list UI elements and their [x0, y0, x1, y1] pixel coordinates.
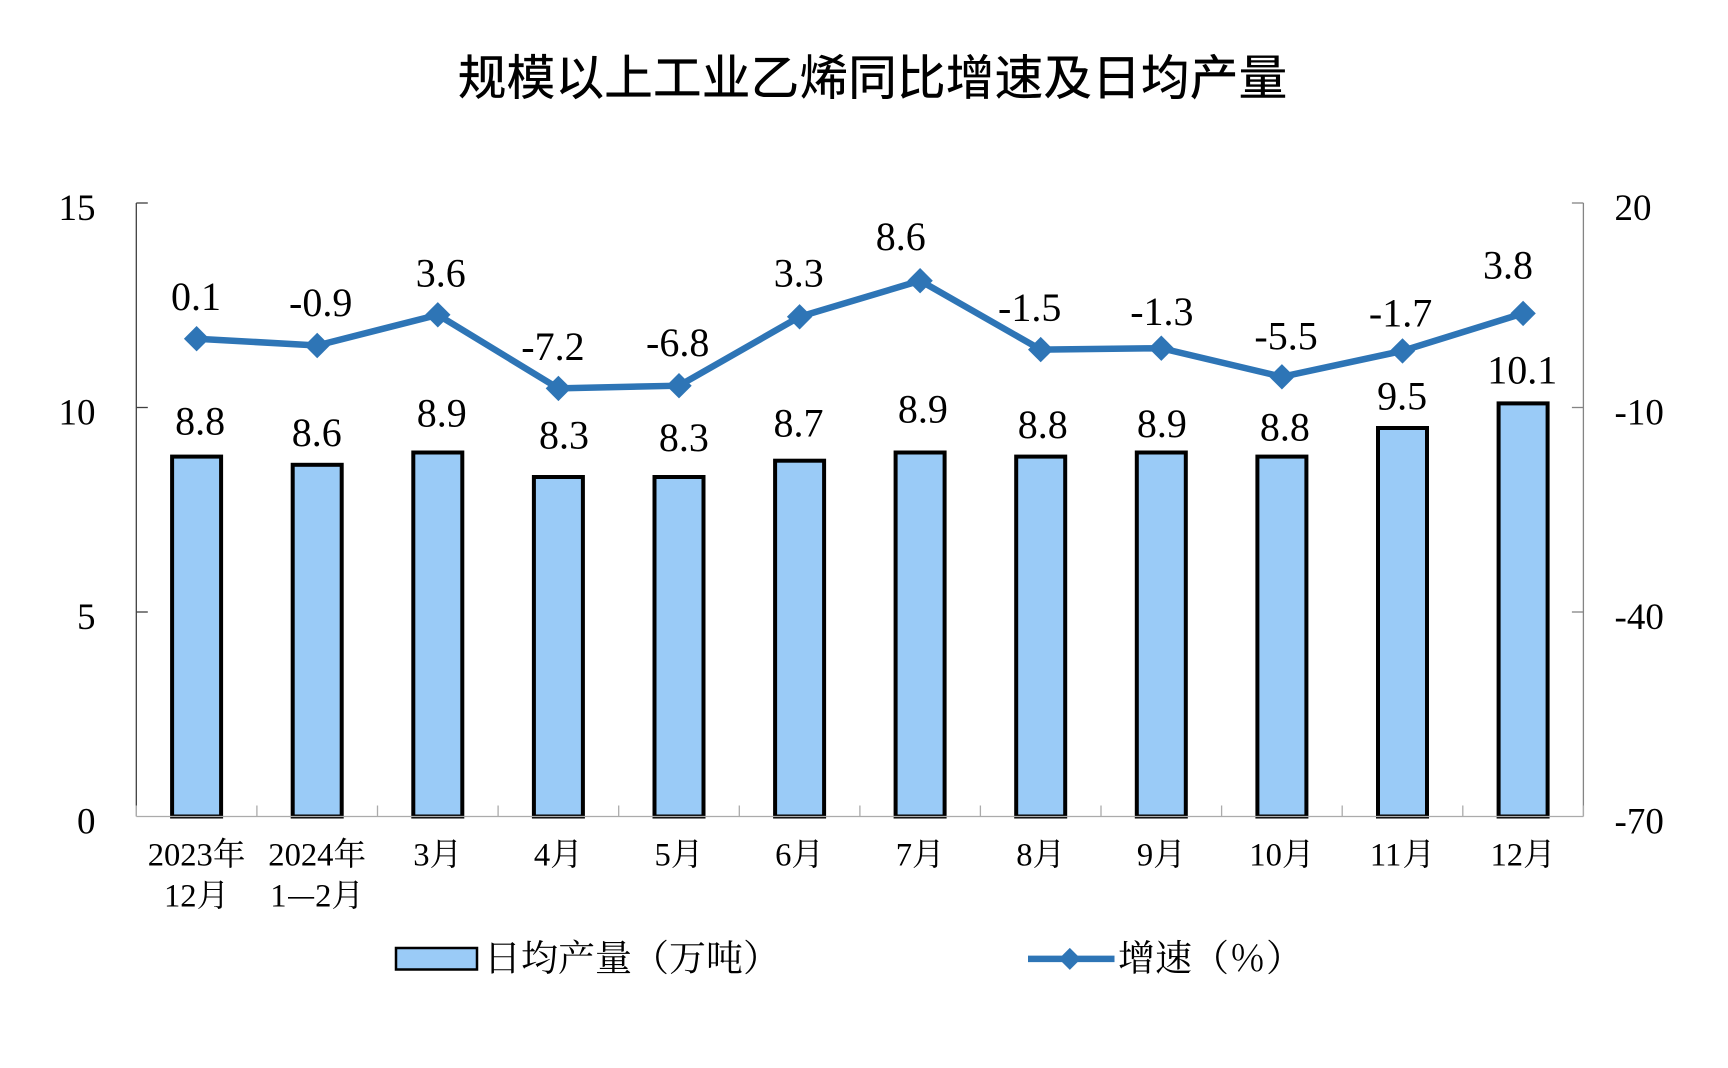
svg-text:9: 9 [1137, 837, 1153, 873]
svg-text:20: 20 [1615, 188, 1652, 229]
svg-text:8: 8 [1016, 837, 1032, 873]
svg-text:8.8: 8.8 [1260, 405, 1310, 450]
svg-text:8.7: 8.7 [774, 401, 824, 446]
svg-text:8.9: 8.9 [1137, 401, 1187, 446]
svg-text:-1.7: -1.7 [1369, 290, 1432, 335]
svg-text:10: 10 [1249, 837, 1282, 873]
svg-text:9.5: 9.5 [1377, 374, 1427, 419]
svg-text:8.3: 8.3 [659, 415, 709, 460]
svg-text:12: 12 [164, 879, 197, 915]
svg-text:8.9: 8.9 [898, 386, 948, 431]
svg-text:8.8: 8.8 [1018, 402, 1068, 447]
svg-text:-1.3: -1.3 [1130, 289, 1193, 334]
svg-text:5: 5 [655, 837, 671, 873]
svg-text:3: 3 [413, 837, 429, 873]
svg-text:-70: -70 [1615, 802, 1664, 843]
svg-text:-0.9: -0.9 [289, 280, 352, 325]
svg-text:11: 11 [1370, 837, 1401, 873]
svg-text:2024: 2024 [268, 837, 333, 873]
svg-text:8.8: 8.8 [175, 399, 225, 444]
svg-text:12: 12 [1491, 837, 1524, 873]
svg-text:2: 2 [315, 879, 331, 915]
svg-text:-40: -40 [1615, 597, 1664, 638]
svg-text:8.6: 8.6 [876, 214, 926, 259]
svg-text:-7.2: -7.2 [521, 324, 584, 369]
svg-text:-10: -10 [1615, 393, 1664, 434]
svg-text:8.3: 8.3 [539, 413, 589, 458]
svg-text:10.1: 10.1 [1487, 348, 1557, 393]
svg-text:3.3: 3.3 [774, 251, 824, 296]
svg-text:4: 4 [534, 837, 550, 873]
svg-text:8.6: 8.6 [292, 410, 342, 455]
svg-text:5: 5 [77, 597, 96, 638]
svg-text:3.6: 3.6 [416, 250, 466, 295]
svg-text:-1.5: -1.5 [998, 285, 1061, 330]
svg-text:8.9: 8.9 [417, 391, 467, 436]
svg-text:0: 0 [77, 802, 96, 843]
svg-text:15: 15 [59, 188, 96, 229]
svg-text:7: 7 [896, 837, 912, 873]
svg-text:3.8: 3.8 [1483, 243, 1533, 288]
svg-text:2023: 2023 [148, 837, 213, 873]
svg-text:-6.8: -6.8 [646, 320, 709, 365]
svg-text:-5.5: -5.5 [1254, 313, 1317, 358]
svg-text:10: 10 [59, 393, 96, 434]
svg-text:1: 1 [270, 879, 286, 915]
svg-text:0.1: 0.1 [171, 274, 221, 319]
svg-text:6: 6 [775, 837, 791, 873]
